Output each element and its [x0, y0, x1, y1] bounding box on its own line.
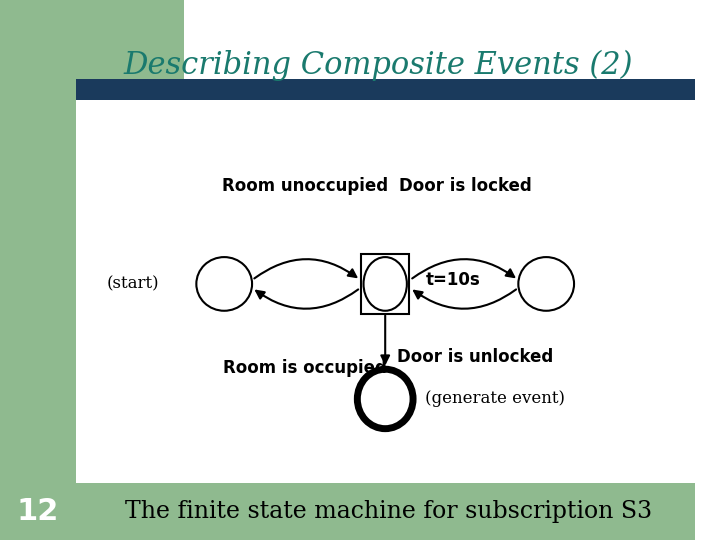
- Text: The finite state machine for subscription S3: The finite state machine for subscriptio…: [125, 501, 652, 523]
- FancyArrowPatch shape: [414, 289, 516, 309]
- Text: Door is locked: Door is locked: [400, 177, 532, 195]
- Text: 12: 12: [17, 497, 58, 526]
- FancyArrowPatch shape: [382, 315, 389, 363]
- FancyArrowPatch shape: [254, 259, 356, 279]
- Bar: [361, 254, 410, 314]
- Ellipse shape: [197, 257, 252, 311]
- Text: t=10s: t=10s: [426, 271, 480, 289]
- Text: (generate event): (generate event): [426, 390, 565, 408]
- Ellipse shape: [357, 369, 413, 429]
- FancyArrowPatch shape: [256, 289, 359, 309]
- Text: (start): (start): [107, 275, 159, 293]
- Ellipse shape: [364, 257, 407, 311]
- Text: Describing Composite Events (2): Describing Composite Events (2): [123, 50, 633, 82]
- FancyArrowPatch shape: [412, 259, 514, 279]
- Text: Room unoccupied: Room unoccupied: [222, 177, 388, 195]
- Text: Room is occupied: Room is occupied: [222, 359, 387, 377]
- Text: Door is unlocked: Door is unlocked: [397, 348, 553, 366]
- Ellipse shape: [518, 257, 574, 311]
